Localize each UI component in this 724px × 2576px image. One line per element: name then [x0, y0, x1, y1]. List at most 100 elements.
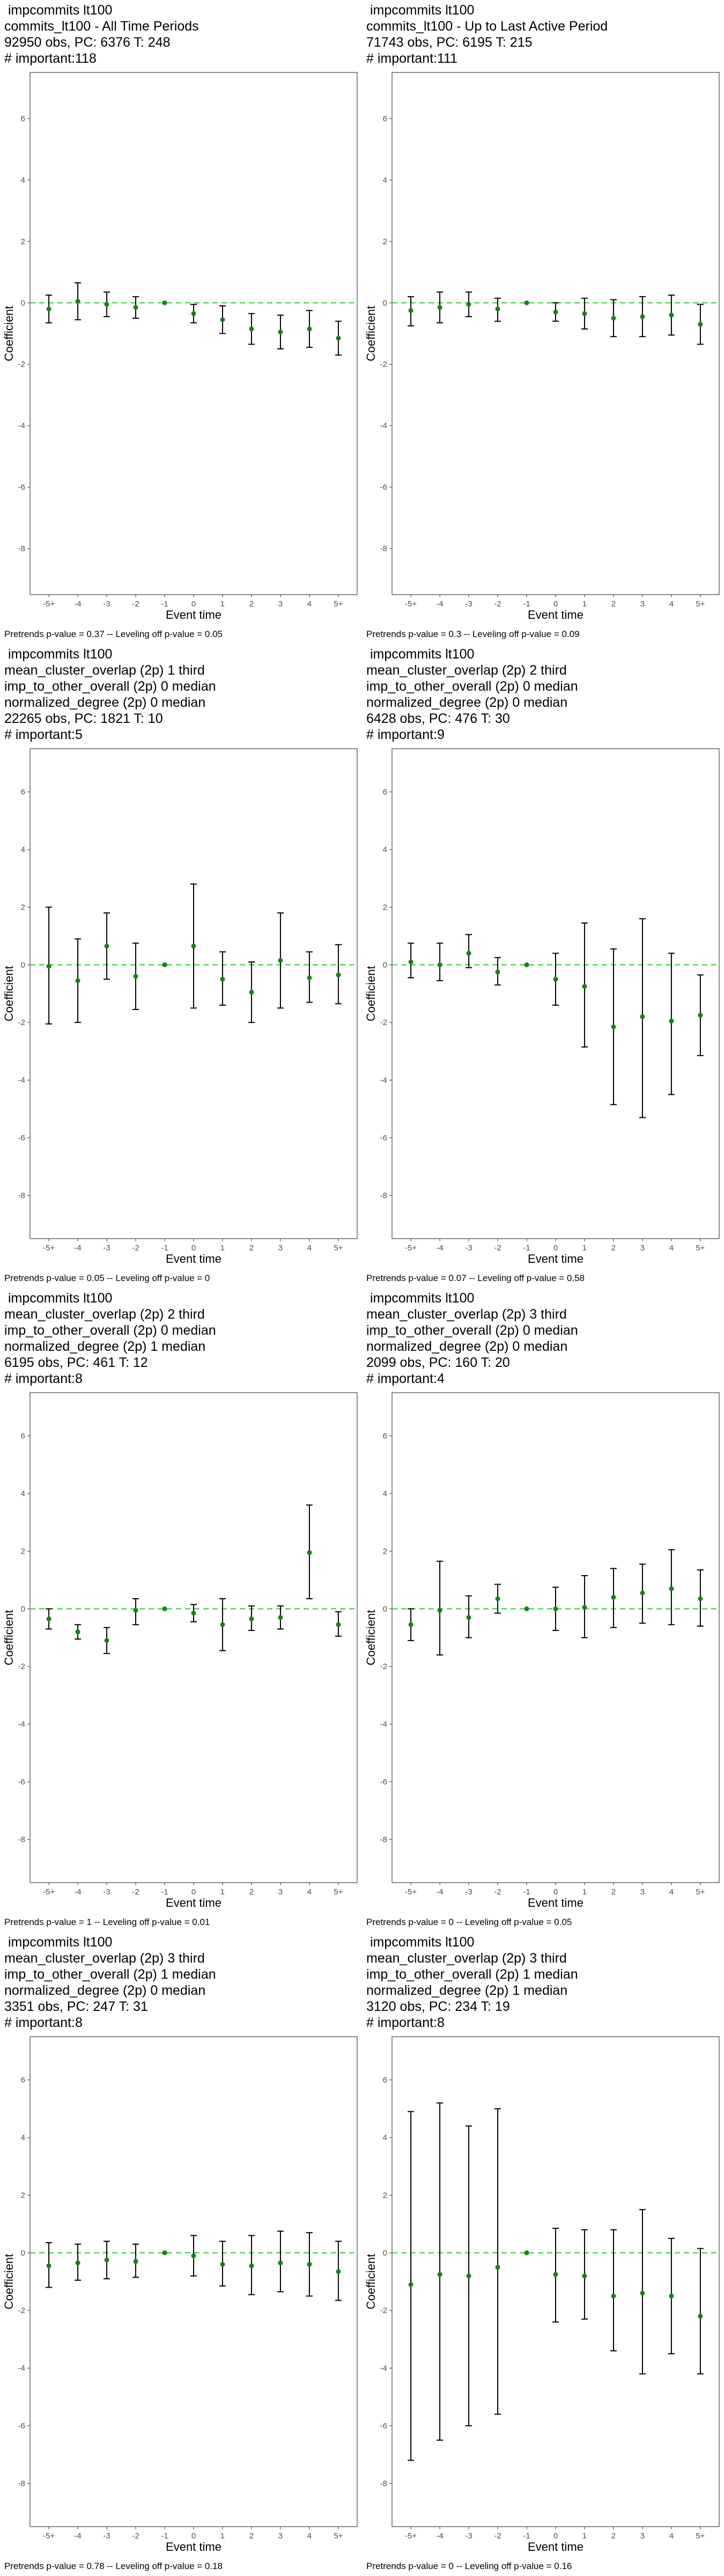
chart-caption: Pretrends p-value = 0.07 -- Leveling off… [366, 1273, 585, 1283]
y-tick-label: 6 [383, 114, 387, 123]
data-point [553, 2272, 558, 2277]
x-tick-label: 1 [582, 1887, 587, 1897]
y-axis-label: Coefficient [2, 1610, 16, 1666]
chart-title-line: imp_to_other_overall (2p) 0 median [4, 679, 216, 694]
x-axis-label: Event time [528, 2540, 583, 2553]
x-tick-label: -3 [103, 2531, 110, 2541]
data-point [611, 1594, 616, 1600]
y-tick-label: -4 [380, 421, 387, 430]
chart-caption: Pretrends p-value = 0.37 -- Leveling off… [4, 629, 223, 639]
x-tick-label: -3 [465, 2531, 472, 2541]
chart-panel-7: impcommits lt100 mean_cluster_overlap (2p… [0, 1932, 362, 2576]
chart-title-line: # important:118 [4, 51, 97, 66]
data-point [582, 2273, 587, 2279]
data-point [611, 1024, 616, 1029]
y-tick-label: -6 [380, 483, 387, 492]
data-point [437, 305, 442, 310]
x-tick-label: -2 [494, 1243, 501, 1253]
data-point [698, 1596, 703, 1601]
y-tick-label: 2 [21, 903, 25, 912]
data-point [495, 306, 500, 312]
x-tick-label: 5+ [696, 2531, 705, 2541]
x-tick-label: 4 [669, 2531, 674, 2541]
y-tick-label: -6 [18, 483, 25, 492]
x-tick-label: -4 [436, 2531, 443, 2541]
data-point [524, 300, 529, 305]
x-tick-label: -2 [132, 599, 139, 609]
y-tick-label: -4 [18, 2364, 25, 2373]
chart-title-line: 92950 obs, PC: 6376 T: 248 [4, 35, 171, 50]
y-tick-label: -4 [380, 1076, 387, 1085]
x-tick-label: -5+ [405, 2531, 417, 2541]
y-tick-label: -8 [18, 1191, 25, 1200]
y-tick-label: -2 [18, 1018, 25, 1027]
chart-caption: Pretrends p-value = 0 -- Leveling off p-… [366, 2561, 572, 2571]
data-point [495, 1596, 500, 1601]
chart-title-line: # important:8 [366, 2015, 445, 2030]
data-point [408, 2282, 413, 2287]
x-tick-label: -5+ [43, 599, 55, 609]
data-point [249, 1616, 254, 1622]
y-tick-label: 2 [383, 237, 387, 246]
x-tick-label: -2 [494, 1887, 501, 1897]
data-point [278, 958, 283, 963]
chart-title-line: imp_to_other_overall (2p) 0 median [366, 1323, 578, 1338]
chart-title-line: mean_cluster_overlap (2p) 3 third [366, 1951, 567, 1966]
chart-plot: -8 -6 -4 -2 0 2 4 6 -5+ -4 -3 -2 -1 0 1 2 3 4 5+ Event time… [2, 72, 358, 621]
data-point [437, 1607, 442, 1613]
chart-caption: Pretrends p-value = 0.78 -- Leveling off… [4, 2561, 223, 2571]
data-point [582, 1605, 587, 1610]
x-tick-label: 0 [191, 2531, 196, 2541]
x-tick-label: 3 [278, 599, 283, 609]
chart-title-line: imp_to_other_overall (2p) 1 median [4, 1967, 216, 1982]
data-point [249, 990, 254, 995]
data-point [162, 300, 167, 305]
y-tick-label: -8 [380, 544, 387, 553]
y-tick-label: -8 [18, 544, 25, 553]
x-tick-label: -5+ [43, 1243, 55, 1253]
data-point [698, 1013, 703, 1018]
x-axis-label: Event time [166, 1896, 221, 1909]
chart-title: impcommits lt100 mean_cluster_overlap (2p… [4, 1290, 216, 1387]
chart-title-line: imp_to_other_overall (2p) 0 median [4, 1323, 216, 1338]
chart-title-line: normalized_degree (2p) 0 median [4, 1983, 206, 1998]
data-point [669, 1586, 674, 1591]
x-tick-label: -3 [103, 599, 110, 609]
data-point [133, 974, 138, 979]
x-tick-label: 0 [553, 2531, 558, 2541]
x-tick-label: -5+ [43, 2531, 55, 2541]
data-point [278, 1615, 283, 1620]
x-tick-label: 4 [669, 599, 674, 609]
data-point [640, 314, 645, 319]
x-tick-label: -5+ [405, 599, 417, 609]
y-tick-label: 2 [21, 237, 25, 246]
chart-title-line: commits_lt100 - Up to Last Active Period [366, 19, 608, 34]
x-tick-label: 1 [220, 2531, 225, 2541]
x-tick-label: 2 [249, 2531, 254, 2541]
y-axis-label: Coefficient [364, 966, 378, 1022]
x-tick-label: 4 [307, 1887, 312, 1897]
y-axis-label: Coefficient [2, 2254, 16, 2310]
chart-title-line: normalized_degree (2p) 1 median [366, 1983, 568, 1998]
chart-plot: -8 -6 -4 -2 0 2 4 6 -5+ -4 -3 -2 -1 0 1 2 3 4 5+ Event time… [364, 2036, 720, 2553]
chart-title-line: normalized_degree (2p) 1 median [4, 1339, 206, 1354]
y-tick-label: -6 [380, 1133, 387, 1143]
x-tick-label: -4 [436, 599, 443, 609]
y-tick-label: -4 [18, 421, 25, 430]
y-tick-label: 0 [21, 961, 25, 970]
x-tick-label: 5+ [334, 2531, 343, 2541]
x-tick-label: 3 [640, 599, 645, 609]
data-point [669, 312, 674, 318]
y-tick-label: 4 [21, 845, 25, 854]
y-tick-label: -8 [18, 2479, 25, 2488]
x-tick-label: 2 [249, 599, 254, 609]
y-tick-label: -6 [380, 1777, 387, 1787]
chart-title-line: imp_to_other_overall (2p) 0 median [366, 679, 578, 694]
data-point [220, 977, 225, 982]
data-point [524, 1606, 529, 1612]
x-tick-label: -3 [465, 1887, 472, 1897]
chart-title-line: 2099 obs, PC: 160 T: 20 [366, 1355, 510, 1370]
y-axis-label: Coefficient [364, 2254, 378, 2310]
y-tick-label: -8 [380, 1835, 387, 1844]
y-tick-label: 6 [383, 2076, 387, 2085]
